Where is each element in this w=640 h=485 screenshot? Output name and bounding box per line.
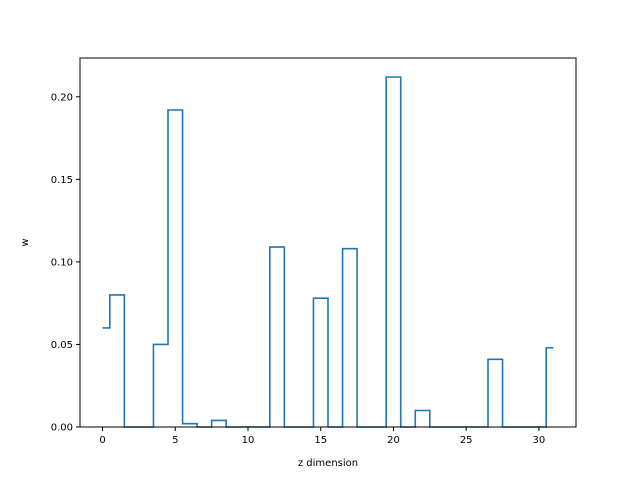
x-tick-label: 15 [314,435,327,446]
x-tick-label: 20 [387,435,400,446]
x-tick-label: 10 [242,435,255,446]
y-tick-label: 0.15 [51,175,73,186]
x-tick-label: 5 [172,435,178,446]
x-axis-ticks: 0 5 10 15 20 25 30 [99,427,545,446]
y-axis-ticks: 0.00 0.05 0.10 0.15 0.20 [51,92,80,434]
y-tick-label: 0.05 [51,340,73,351]
x-tick-label: 25 [460,435,473,446]
x-tick-label: 30 [533,435,546,446]
y-tick-label: 0.00 [51,423,73,434]
x-axis-label: z dimension [298,458,358,469]
y-tick-label: 0.10 [51,257,73,268]
y-axis-label: w [20,238,31,246]
y-tick-label: 0.20 [51,92,73,103]
axes-frame [79,57,577,428]
x-tick-label: 0 [99,435,105,446]
